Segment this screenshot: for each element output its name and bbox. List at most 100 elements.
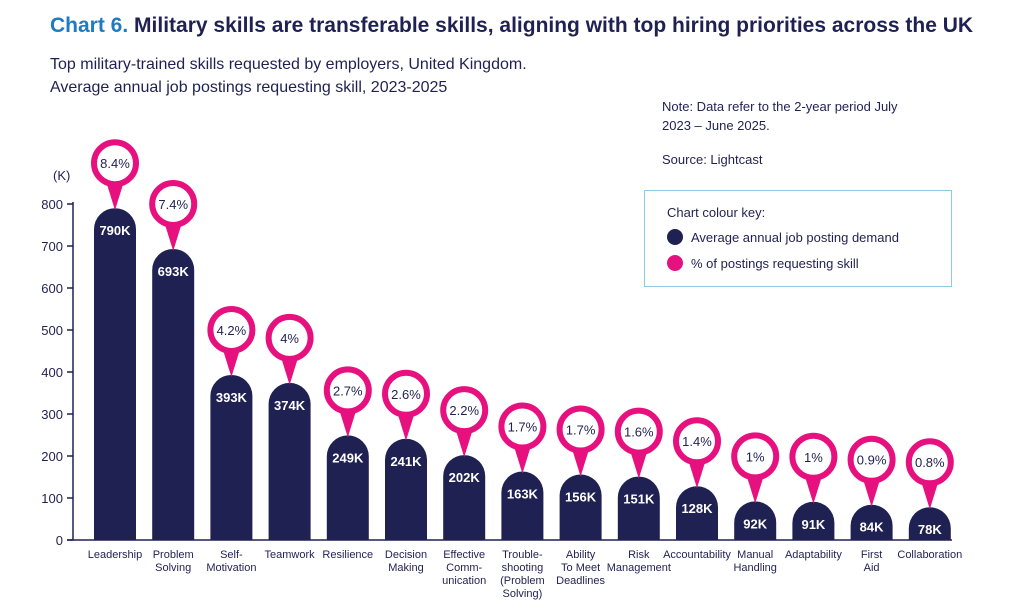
bar	[617, 476, 660, 540]
percent-label: 2.6%	[391, 387, 421, 402]
pin-circle	[149, 179, 198, 228]
pin-pointer	[164, 221, 183, 251]
pin-circle	[440, 386, 489, 435]
bar-value-label: 202K	[449, 470, 481, 485]
legend-item-demand: Average annual job posting demand	[667, 229, 899, 245]
pin-pointer	[862, 477, 881, 507]
bar	[908, 507, 951, 540]
category-label: Problem Solving	[153, 549, 194, 574]
pin-circle	[789, 432, 838, 481]
category-label-line: (Problem	[500, 575, 545, 587]
category-label-line: Collaboration	[897, 549, 962, 561]
bar	[501, 471, 544, 540]
pin-pointer	[455, 428, 474, 458]
source-note: Source: Lightcast	[662, 152, 763, 167]
pin-pointer	[106, 181, 124, 211]
category-label-line: First	[861, 549, 882, 561]
category-label-line: Effective	[443, 549, 485, 561]
chart-heading: Military skills are transferable skills,…	[134, 14, 974, 37]
bar-value-label: 92K	[743, 516, 767, 531]
percent-label: 0.9%	[857, 453, 887, 468]
category-label-line: Problem	[153, 549, 194, 561]
y-tick-label: 400	[41, 365, 63, 380]
legend-item-percent: % of postings requesting skill	[667, 255, 859, 271]
bar	[152, 248, 195, 540]
y-tick-label: 100	[41, 491, 63, 506]
chart-number: Chart 6.	[50, 14, 129, 37]
category-label: Decision Making	[385, 549, 427, 574]
chart-legend: Chart colour key: Average annual job pos…	[644, 190, 952, 287]
subtitle-line-1: Top military-trained skills requested by…	[50, 56, 527, 73]
category-label: Collaboration	[897, 549, 962, 561]
pin-pointer	[222, 347, 241, 377]
category-label: Adaptability	[785, 549, 842, 561]
pin-circle	[731, 432, 780, 481]
pin-pointer	[688, 459, 706, 489]
legend-swatch-pink	[667, 255, 683, 271]
category-label: Resilience	[322, 549, 373, 561]
bar	[676, 486, 718, 540]
category-label: Effective Comm-unication	[442, 549, 486, 587]
category-label-line: Solving)	[503, 588, 543, 600]
category-label: Trouble-shooting (Problem Solving)	[500, 549, 545, 600]
bar	[792, 501, 835, 540]
bar-value-label: 151K	[623, 492, 655, 507]
bar	[559, 474, 602, 540]
category-label-line: Self-	[220, 549, 243, 561]
category-label-line: To Meet	[561, 562, 600, 574]
category-label: Ability To Meet Deadlines	[556, 549, 605, 587]
category-label-line: Adaptability	[785, 549, 842, 561]
bar-value-label: 693K	[158, 264, 190, 279]
note-line-1: Note: Data refer to the 2-year period Ju…	[662, 99, 898, 114]
bar-value-label: 78K	[918, 522, 942, 537]
percent-label: 4.2%	[217, 323, 247, 338]
bar-value-label: 790K	[99, 223, 131, 238]
pin-pointer	[629, 449, 648, 479]
legend-swatch-navy	[667, 229, 683, 245]
y-tick-label: 500	[41, 323, 63, 338]
pin-circle	[265, 313, 314, 362]
bar-value-label: 249K	[332, 450, 364, 465]
bar	[210, 374, 253, 540]
category-label: Manual Handling	[733, 549, 776, 574]
category-label-line: shooting	[502, 562, 544, 574]
percent-label: 1%	[804, 450, 823, 465]
percent-label: 8.4%	[100, 156, 130, 171]
pin-pointer	[280, 355, 299, 385]
bar-value-label: 128K	[681, 501, 713, 516]
bar	[385, 438, 427, 540]
category-label-line: Teamwork	[265, 549, 316, 561]
bar-value-label: 374K	[274, 398, 306, 413]
bar-value-label: 84K	[860, 520, 884, 535]
percent-pins: 8.4% 7.4% 4.2% 4% 2.7% 2.6% 2.2% 1.7% 1.7% 1.6% 1.…	[91, 139, 954, 510]
bar-value-label: 163K	[507, 487, 539, 502]
note-line-2: 2023 – June 2025.	[662, 118, 770, 133]
category-label: Accountability	[663, 549, 731, 561]
y-tick-label: 800	[41, 197, 63, 212]
category-label: Leadership	[88, 549, 142, 561]
pin-circle	[847, 435, 896, 484]
bar-value-label: 241K	[390, 454, 422, 469]
y-axis-unit-label: (K)	[53, 168, 70, 183]
category-label-line: Solving	[155, 562, 191, 574]
category-label-line: Deadlines	[556, 575, 605, 587]
category-label-line: Comm-	[446, 562, 482, 574]
percent-label: 1.4%	[682, 434, 712, 449]
category-label-line: Aid	[864, 562, 880, 574]
category-label: Teamwork	[265, 549, 316, 561]
y-tick-label: 600	[41, 281, 63, 296]
chart-title: Chart 6. Military skills are transferabl…	[50, 14, 973, 38]
percent-label: 1.6%	[624, 425, 654, 440]
subtitle-line-2: Average annual job postings requesting s…	[50, 79, 448, 96]
category-label-line: Motivation	[206, 562, 256, 574]
category-label-line: unication	[442, 575, 486, 587]
pin-circle	[556, 405, 605, 454]
pin-pointer	[571, 447, 590, 477]
bar	[734, 501, 777, 540]
category-label-line: Trouble-	[502, 549, 543, 561]
pin-circle	[673, 417, 721, 466]
y-tick-label: 200	[41, 449, 63, 464]
pin-circle	[91, 139, 139, 188]
category-label: First Aid	[861, 549, 882, 574]
